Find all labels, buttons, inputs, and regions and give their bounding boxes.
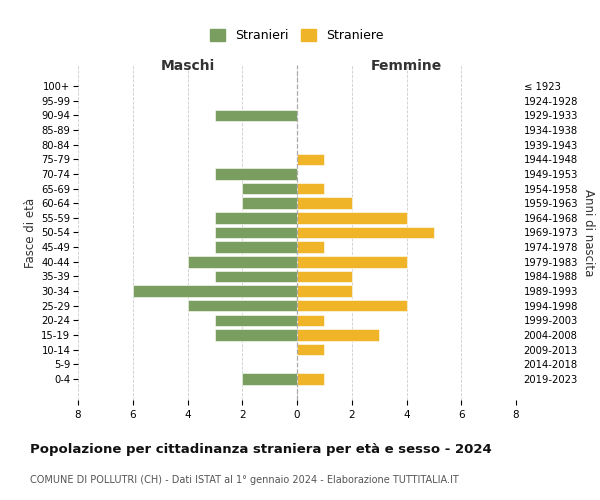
Bar xyxy=(187,256,297,268)
Bar xyxy=(187,300,297,312)
Bar xyxy=(133,286,297,297)
Text: COMUNE DI POLLUTRI (CH) - Dati ISTAT al 1° gennaio 2024 - Elaborazione TUTTITALI: COMUNE DI POLLUTRI (CH) - Dati ISTAT al … xyxy=(30,475,459,485)
Text: Maschi: Maschi xyxy=(160,59,215,73)
Bar xyxy=(297,183,325,194)
Y-axis label: Fasce di età: Fasce di età xyxy=(24,198,37,268)
Bar xyxy=(215,330,297,341)
Bar xyxy=(215,271,297,282)
Bar xyxy=(215,168,297,179)
Bar xyxy=(297,330,379,341)
Bar xyxy=(215,314,297,326)
Bar xyxy=(297,271,352,282)
Bar xyxy=(297,314,325,326)
Bar xyxy=(297,227,434,238)
Bar xyxy=(297,198,352,209)
Legend: Stranieri, Straniere: Stranieri, Straniere xyxy=(205,24,389,48)
Bar xyxy=(215,110,297,121)
Bar xyxy=(297,256,407,268)
Text: Popolazione per cittadinanza straniera per età e sesso - 2024: Popolazione per cittadinanza straniera p… xyxy=(30,442,492,456)
Bar xyxy=(242,374,297,385)
Bar xyxy=(215,242,297,253)
Bar xyxy=(297,286,352,297)
Bar xyxy=(297,344,325,356)
Y-axis label: Anni di nascita: Anni di nascita xyxy=(583,189,595,276)
Bar xyxy=(297,154,325,165)
Text: Femmine: Femmine xyxy=(371,59,442,73)
Bar xyxy=(215,227,297,238)
Bar xyxy=(242,183,297,194)
Bar xyxy=(242,198,297,209)
Bar xyxy=(297,242,325,253)
Bar xyxy=(297,374,325,385)
Bar xyxy=(297,300,407,312)
Bar xyxy=(297,212,407,224)
Bar xyxy=(215,212,297,224)
